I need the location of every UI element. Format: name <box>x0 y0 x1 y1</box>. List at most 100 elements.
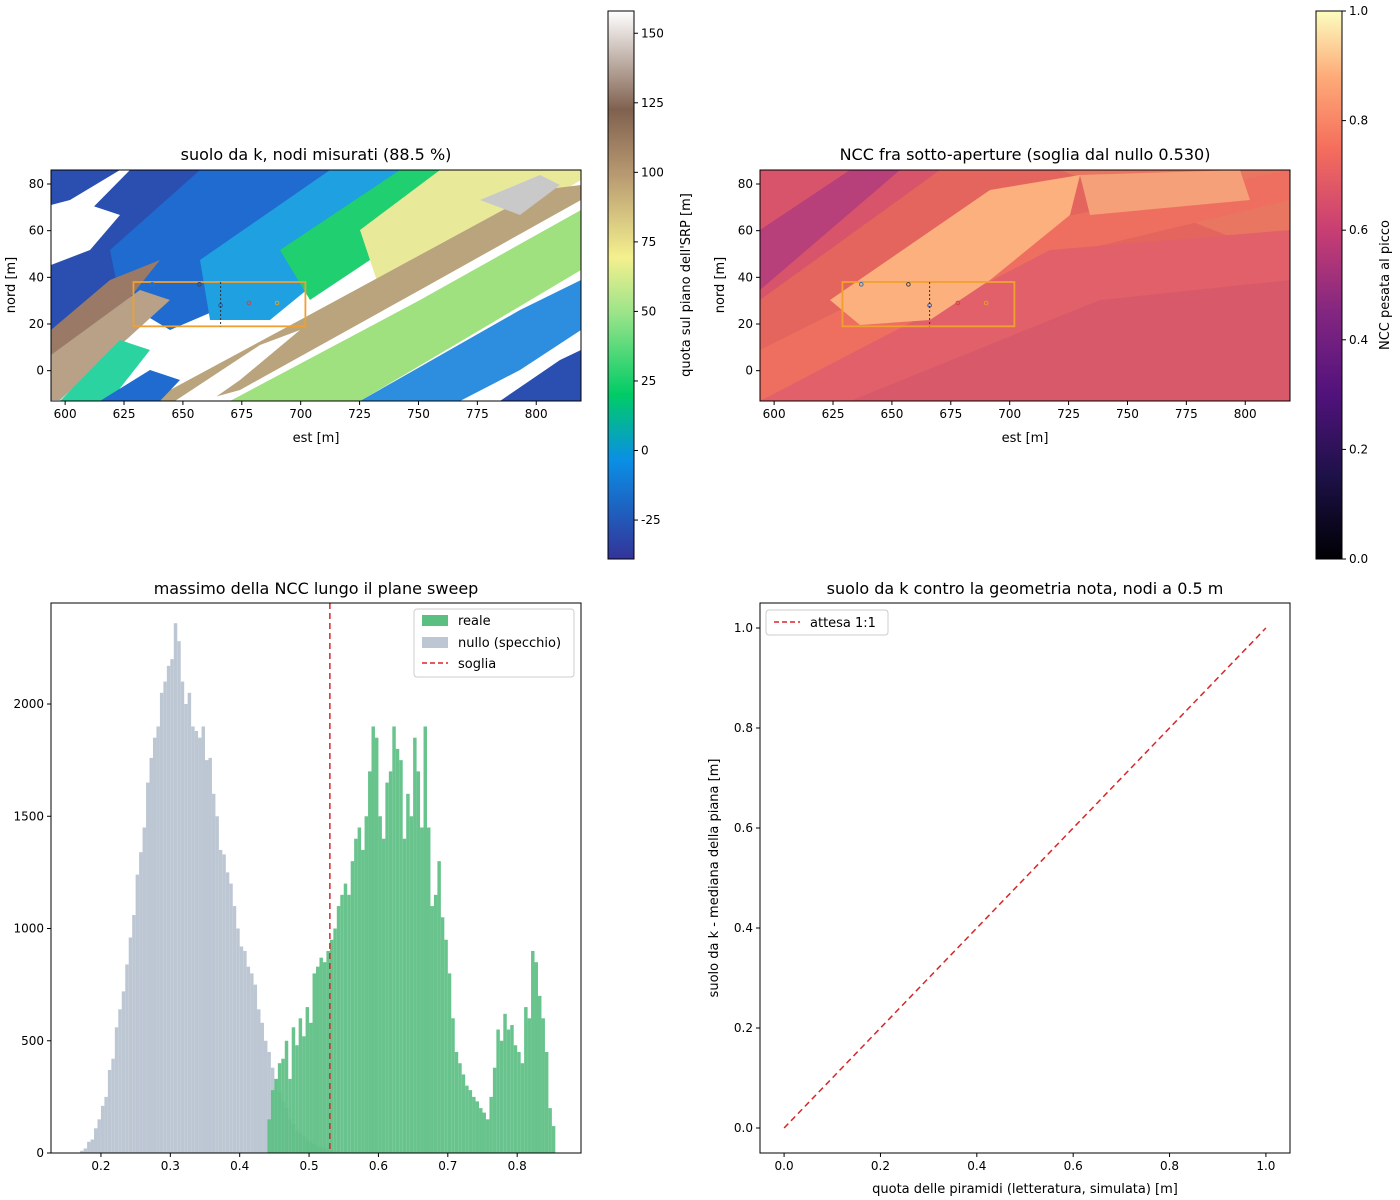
histogram-bar <box>534 962 538 1153</box>
histogram-bar <box>107 1069 112 1153</box>
ncc-x-tick-label: 725 <box>1057 407 1080 421</box>
ground-y-tick-label: 60 <box>29 224 44 238</box>
study-marker <box>274 300 280 306</box>
histogram-bar <box>468 1090 473 1153</box>
ncc-x-ticks: 600 625 650 675 700 725 750 775 800 <box>763 401 1257 421</box>
histogram-bar <box>513 1045 518 1153</box>
histogram-bar <box>125 964 129 1153</box>
legend-swatch-nullo <box>422 637 448 648</box>
scatter-frame <box>759 602 1291 1154</box>
histogram-bar <box>250 973 254 1153</box>
histogram-bar <box>232 906 237 1153</box>
hist-y-tick-label: 1500 <box>13 809 44 823</box>
histogram-bar <box>267 1051 271 1153</box>
ground-gap-mid <box>175 330 300 401</box>
scatter-legend-box <box>765 609 889 636</box>
histogram-bar <box>388 771 393 1153</box>
study-marker <box>858 282 864 287</box>
ncc-x-tick-label: 675 <box>939 407 962 421</box>
ground-band-teal <box>60 340 150 401</box>
ncc-band-mid <box>760 170 1290 401</box>
histogram-bar <box>184 704 188 1153</box>
ground-colorbar-label: quota sul piano dell'SRP [m] <box>679 193 694 377</box>
histogram-bar <box>97 1119 101 1153</box>
ground-x-tick-label: 700 <box>289 407 312 421</box>
ncc-band-lower <box>760 230 1290 401</box>
scatter-y-tick-label: 0.4 <box>734 921 753 935</box>
study-marker <box>149 282 155 287</box>
histogram-bar <box>121 991 126 1153</box>
ground-cb-tick-label: 150 <box>641 26 664 40</box>
histogram-bar <box>270 1090 275 1153</box>
scatter-x-ticks: 0.0 0.2 0.4 0.6 0.8 1.0 <box>775 1153 1275 1173</box>
histogram-bar <box>541 1018 545 1153</box>
ncc-bright-band-ne <box>1080 170 1250 215</box>
histogram-bar <box>357 827 362 1153</box>
histogram-bar <box>496 1029 500 1153</box>
histogram-bar <box>406 793 410 1153</box>
hist-x-tick-label: 0.8 <box>508 1159 527 1173</box>
histogram-x-ticks: 0.2 0.3 0.4 0.5 0.6 0.7 0.8 <box>91 1153 527 1173</box>
scatter-x-tick-label: 0.0 <box>775 1159 794 1173</box>
histogram-bar <box>472 1096 476 1153</box>
histogram-bar <box>135 874 140 1153</box>
ground-map-panel: suolo da k, nodi misurati (88.5 %) 6 <box>4 10 694 560</box>
ncc-y-ticks: 0 20 40 60 80 <box>738 177 760 378</box>
ground-map-title: suolo da k, nodi misurati (88.5 %) <box>181 145 452 164</box>
scatter-y-tick-label: 1.0 <box>734 621 753 635</box>
ncc-band-bottom <box>850 280 1290 401</box>
histogram-bar <box>381 838 386 1153</box>
histogram-bar <box>499 1040 504 1153</box>
histogram-bar <box>205 760 209 1153</box>
histogram-bar <box>149 757 153 1153</box>
ncc-x-tick-label: 650 <box>880 407 903 421</box>
histogram-bar <box>413 737 417 1153</box>
ground-colorbar <box>607 10 635 560</box>
histogram-y-ticks: 0 500 1000 1500 2000 <box>13 697 51 1160</box>
histogram-bar <box>163 681 167 1153</box>
study-marker <box>906 282 911 287</box>
histogram-bar <box>309 1022 313 1153</box>
ground-band-deep-right <box>500 350 581 401</box>
ground-cb-tick-label: 100 <box>641 165 664 179</box>
scatter-identity-line <box>783 627 1267 1129</box>
histogram-bar <box>447 973 452 1153</box>
ground-x-tick-label: 725 <box>348 407 371 421</box>
histogram-bar <box>426 827 431 1153</box>
histogram-bar <box>291 1027 296 1153</box>
legend-label-soglia: soglia <box>458 657 496 672</box>
ground-band-blue-right <box>360 280 581 401</box>
histogram-legend-box <box>413 608 575 678</box>
histogram-legend: reale nullo (specchio) soglia <box>413 608 575 678</box>
histogram-bar <box>385 782 389 1153</box>
ncc-y-tick-label: 20 <box>738 317 753 331</box>
scatter-x-tick-label: 0.4 <box>967 1159 986 1173</box>
histogram-frame <box>50 602 582 1154</box>
ground-x-tick-label: 800 <box>525 407 548 421</box>
histogram-series-nullo <box>80 623 358 1153</box>
ncc-band-dark-left <box>760 170 900 290</box>
histogram-bar <box>343 883 348 1153</box>
hist-y-tick-label: 0 <box>36 1146 44 1160</box>
histogram-bar <box>531 950 535 1153</box>
histogram-bar <box>87 1141 91 1153</box>
histogram-bar <box>152 737 157 1153</box>
ncc-x-tick-label: 750 <box>1116 407 1139 421</box>
histogram-bar <box>114 1027 119 1153</box>
histogram-bar <box>354 838 358 1153</box>
scatter-y-ticks: 0.0 0.2 0.4 0.6 0.8 1.0 <box>734 621 760 1135</box>
histogram-bar <box>329 939 334 1153</box>
ncc-cb-tick-label: 0.4 <box>1349 333 1368 347</box>
histogram-bar <box>312 973 316 1153</box>
scatter-panel: suolo da k contro la geometria nota, nod… <box>707 579 1291 1197</box>
scatter-x-tick-label: 1.0 <box>1256 1159 1275 1173</box>
histogram-bar <box>482 1112 486 1153</box>
ground-x-tick-label: 600 <box>54 407 77 421</box>
ncc-map-frame <box>759 169 1291 402</box>
histogram-bar <box>260 1022 264 1153</box>
ground-y-ticks: 0 20 40 60 80 <box>29 177 51 378</box>
ncc-bright-band <box>830 175 1080 325</box>
histogram-bar <box>302 1036 306 1153</box>
histogram-bar <box>104 1096 108 1153</box>
